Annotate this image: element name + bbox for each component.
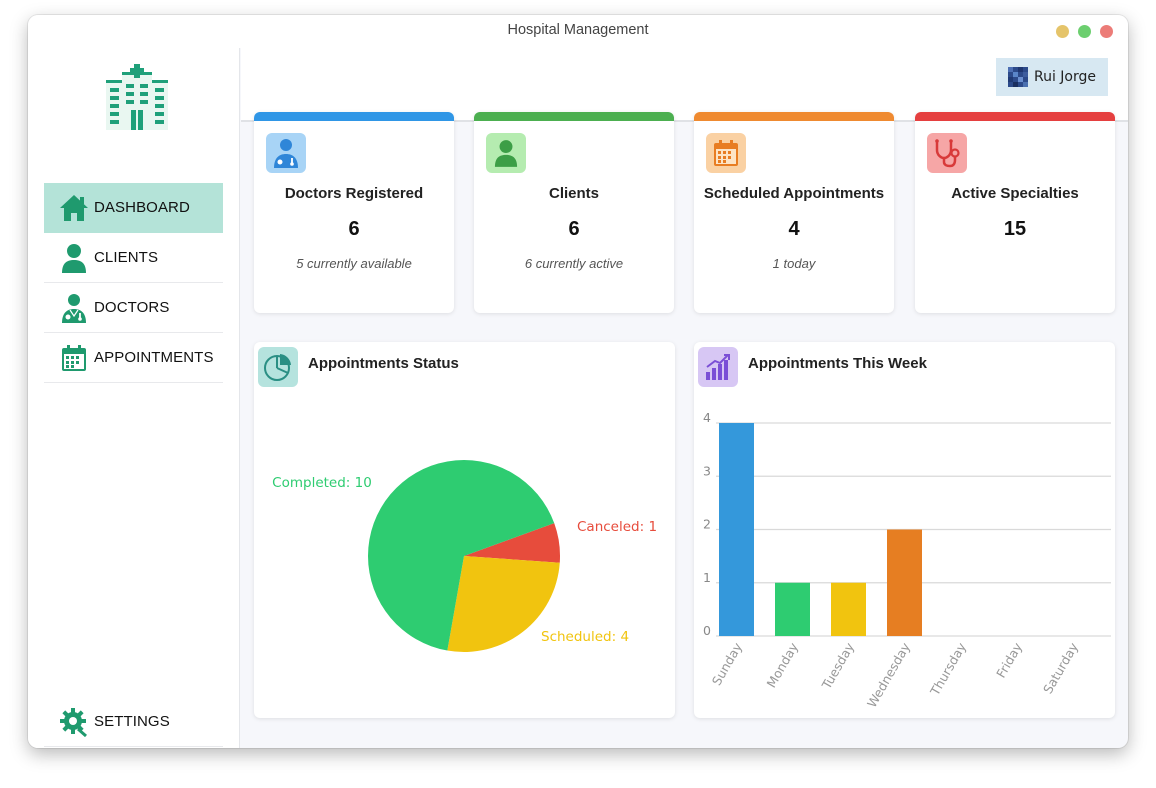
pie-slice-canceled — [464, 523, 561, 563]
home-icon — [58, 192, 90, 224]
card-accent-bar — [694, 112, 894, 121]
card-value: 4 — [788, 218, 800, 240]
stethoscope-icon — [927, 133, 967, 173]
card-value: 6 — [348, 218, 360, 240]
y-tick-label: 1 — [703, 570, 711, 585]
user-menu-button[interactable]: Rui Jorge — [995, 58, 1108, 96]
bar-sunday — [719, 423, 754, 636]
card-subtitle: 6 currently active — [524, 256, 624, 271]
pie-label-canceled: Canceled: 1 — [577, 519, 657, 535]
bar-tuesday — [831, 582, 866, 636]
x-tick-label: Monday — [763, 639, 801, 690]
card-subtitle: 1 today — [772, 256, 816, 271]
card-title: Scheduled Appointments — [703, 185, 885, 202]
bar-wednesday — [887, 529, 922, 636]
user-name: Rui Jorge — [1033, 69, 1096, 85]
gear-icon — [58, 706, 90, 738]
x-tick-label: Friday — [993, 639, 1025, 680]
y-tick-label: 0 — [703, 623, 711, 638]
bar-monday — [775, 582, 810, 636]
card-title: Clients — [548, 185, 599, 202]
sidebar-item-label: APPOINTMENTS — [94, 349, 214, 366]
appointments-week-panel: Appointments This Week 0 1 2 3 4 Sunday Monday… — [694, 342, 1115, 718]
user-icon — [486, 133, 526, 173]
x-tick-label: Tuesday — [818, 639, 857, 692]
doctor-icon — [266, 133, 306, 173]
app-window: Hospital Management — [28, 15, 1128, 748]
top-bar: Rui Jorge — [241, 48, 1128, 122]
card-accent-bar — [915, 112, 1115, 121]
hospital-logo-icon — [106, 64, 168, 130]
pie-chart-icon — [258, 347, 298, 387]
x-tick-label: Thursday — [927, 639, 970, 698]
card-value: 15 — [1003, 218, 1027, 240]
pie-label-scheduled: Scheduled: 4 — [541, 629, 629, 645]
pie-label-completed: Completed: 10 — [272, 475, 372, 491]
sidebar-item-label: SETTINGS — [94, 713, 170, 730]
y-tick-label: 2 — [703, 517, 711, 532]
calendar-icon — [706, 133, 746, 173]
bar-chart-icon — [698, 347, 738, 387]
doctors-card: Doctors Registered 6 5 currently availab… — [254, 112, 454, 313]
sidebar-item-dashboard[interactable]: DASHBOARD — [44, 183, 223, 233]
x-tick-label: Sunday — [709, 639, 746, 688]
sidebar: DASHBOARD CLIENTS DOCTORS APPOINTMENTS — [28, 48, 240, 748]
maximize-button[interactable] — [1078, 25, 1091, 38]
sidebar-item-doctors[interactable]: DOCTORS — [44, 283, 223, 333]
title-bar[interactable]: Hospital Management — [28, 15, 1128, 48]
card-title: Doctors Registered — [284, 185, 424, 202]
calendar-icon — [58, 342, 90, 374]
clients-card: Clients 6 6 currently active — [474, 112, 674, 313]
sidebar-item-label: DASHBOARD — [94, 199, 190, 216]
panel-title: Appointments This Week — [748, 355, 927, 372]
user-icon — [58, 242, 90, 274]
y-tick-label: 3 — [703, 463, 711, 478]
avatar — [1007, 67, 1028, 87]
weekly-bar-chart: 0 1 2 3 4 Sunday Monday Tuesday Wednesday Thursda… — [703, 410, 1111, 710]
card-accent-bar — [254, 112, 454, 121]
x-tick-label: Wednesday — [864, 639, 913, 710]
y-tick-label: 4 — [703, 410, 711, 425]
card-title: Active Specialties — [951, 185, 1079, 202]
specialties-card: Active Specialties 15 — [915, 112, 1115, 313]
appointments-status-panel: Appointments Status Completed: 10 Cancele… — [254, 342, 675, 718]
card-value: 6 — [568, 218, 580, 240]
pie-slice-completed — [367, 459, 555, 651]
appointments-card: Scheduled Appointments 4 1 today — [694, 112, 894, 313]
card-accent-bar — [474, 112, 674, 121]
x-tick-label: Saturday — [1040, 639, 1081, 696]
sidebar-item-appointments[interactable]: APPOINTMENTS — [44, 333, 223, 383]
window-title: Hospital Management — [507, 22, 649, 38]
pie-slice-scheduled — [447, 556, 560, 652]
sidebar-item-settings[interactable]: SETTINGS — [44, 697, 223, 747]
sidebar-item-label: CLIENTS — [94, 249, 159, 266]
close-button[interactable] — [1100, 25, 1113, 38]
panel-title: Appointments Status — [308, 355, 459, 372]
sidebar-item-clients[interactable]: CLIENTS — [44, 233, 223, 283]
status-pie-chart: Completed: 10 Canceled: 1 Scheduled: 4 — [272, 459, 657, 652]
minimize-button[interactable] — [1056, 25, 1069, 38]
sidebar-item-label: DOCTORS — [94, 299, 170, 316]
card-subtitle: 5 currently available — [296, 256, 412, 271]
doctor-icon — [58, 292, 90, 324]
